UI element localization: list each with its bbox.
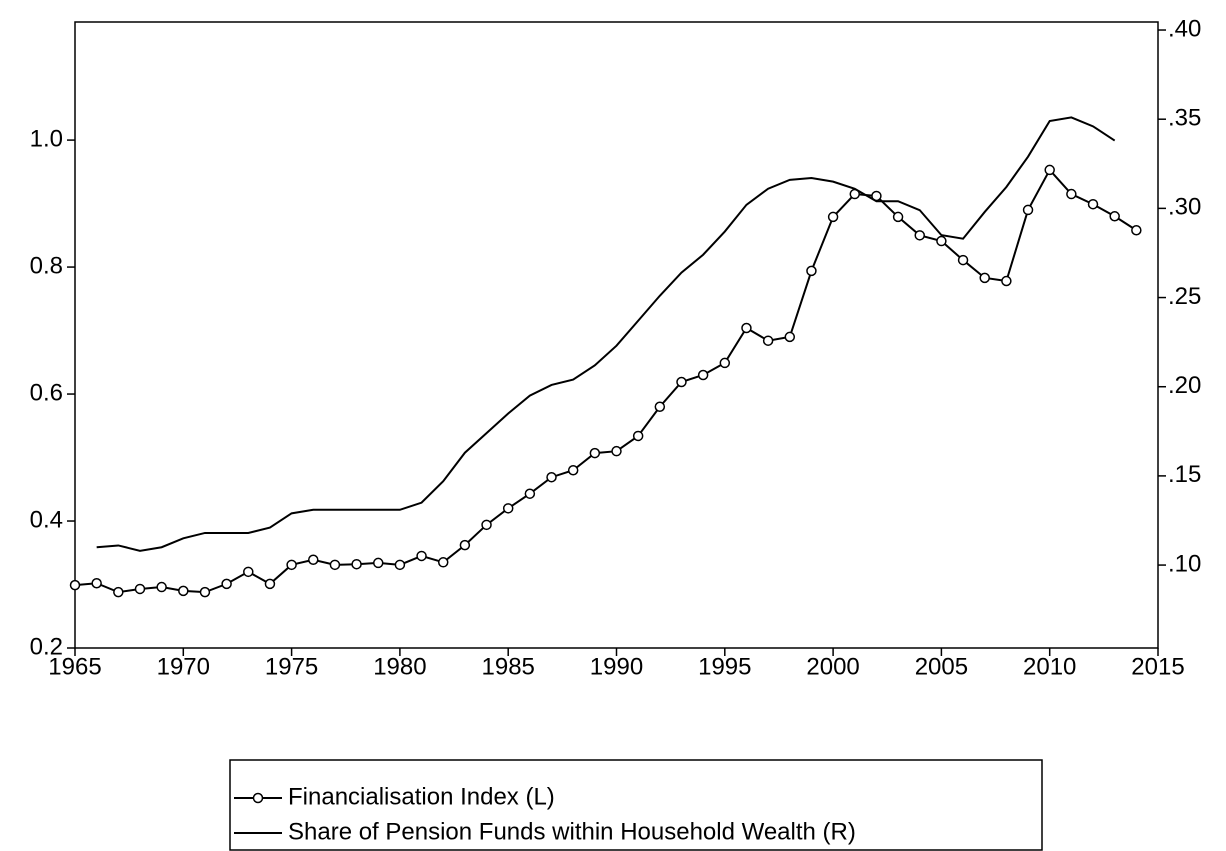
data-point — [113, 586, 124, 598]
data-point — [784, 331, 796, 343]
data-point — [806, 265, 817, 277]
y2-tick-label: .40 — [1168, 15, 1201, 42]
data-point — [308, 554, 319, 566]
data-point — [762, 335, 774, 346]
legend-marker — [252, 792, 264, 804]
y-tick-label: 0.6 — [30, 379, 63, 406]
data-point — [546, 471, 557, 483]
x-tick-label: 1985 — [482, 653, 535, 680]
data-point — [719, 357, 731, 369]
data-point — [329, 559, 341, 571]
data-point — [676, 376, 687, 388]
x-tick-label: 1970 — [157, 653, 210, 680]
data-point — [134, 583, 146, 595]
data-point — [611, 445, 622, 457]
data-point — [394, 559, 406, 571]
plot-frame — [74, 21, 1159, 649]
x-tick-label: 2015 — [1131, 653, 1184, 680]
x-tick-label: 2010 — [1023, 653, 1076, 680]
data-point — [632, 430, 644, 442]
data-point — [351, 558, 362, 570]
data-point — [199, 586, 211, 598]
y2-tick-label: .25 — [1168, 283, 1201, 310]
data-point — [437, 557, 449, 568]
x-tick-label: 1975 — [265, 653, 318, 680]
data-point — [1087, 198, 1099, 210]
y2-tick-label: .35 — [1168, 105, 1201, 132]
series-line — [74, 168, 1137, 594]
data-point — [1001, 275, 1012, 287]
legend-label: Financialisation Index (L) — [288, 783, 555, 810]
data-point — [69, 579, 81, 591]
data-point — [416, 550, 427, 562]
data-point — [243, 566, 254, 578]
data-point — [156, 581, 167, 593]
x-tick-label: 2000 — [806, 653, 859, 680]
data-point — [957, 254, 969, 266]
data-point — [1066, 188, 1077, 200]
x-tick-label: 1995 — [698, 653, 751, 680]
data-point — [264, 578, 276, 590]
data-point — [936, 235, 947, 247]
data-point — [1131, 224, 1142, 236]
y2-tick-label: .30 — [1168, 194, 1201, 221]
data-point — [1044, 164, 1055, 176]
x-tick-label: 1990 — [590, 653, 643, 680]
data-point — [221, 578, 232, 590]
data-point — [459, 539, 471, 551]
data-point — [372, 557, 384, 569]
data-point — [827, 211, 839, 223]
y-tick-label: 0.4 — [30, 506, 63, 533]
data-point — [1022, 204, 1034, 216]
data-point — [979, 272, 990, 284]
legend-box — [229, 759, 1043, 851]
y-tick-label: 0.8 — [30, 252, 63, 279]
y2-tick-label: .20 — [1168, 372, 1201, 399]
legend-label: Share of Pension Funds within Household … — [288, 818, 856, 845]
y2-tick-label: .15 — [1168, 461, 1201, 488]
data-point — [567, 464, 579, 476]
y-tick-label: 1.0 — [30, 125, 63, 152]
x-tick-label: 1965 — [48, 653, 101, 680]
data-point — [91, 577, 102, 589]
x-tick-label: 2005 — [915, 653, 968, 680]
data-point — [892, 211, 904, 223]
y2-tick-label: .10 — [1168, 550, 1201, 577]
data-point — [524, 488, 536, 499]
data-point — [741, 322, 752, 334]
data-point — [481, 519, 492, 531]
data-point — [654, 401, 666, 412]
series-line — [96, 116, 1116, 552]
data-point — [178, 585, 189, 597]
data-point — [914, 230, 925, 241]
data-point — [697, 369, 709, 381]
x-tick-label: 1980 — [373, 653, 426, 680]
y-tick-label: 0.2 — [30, 633, 63, 660]
data-point — [502, 503, 514, 514]
data-point — [589, 447, 601, 459]
data-point — [286, 559, 297, 571]
data-point — [1109, 211, 1120, 222]
